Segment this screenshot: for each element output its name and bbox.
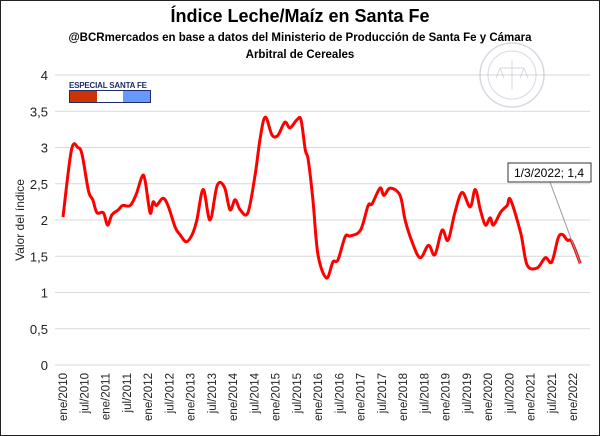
y-tick-label: 3,5: [30, 104, 48, 119]
x-tick-label: jul/2011: [122, 373, 134, 413]
annotation-label: 1/3/2022; 1,4: [514, 166, 584, 180]
y-tick-label: 4: [41, 68, 48, 83]
x-tick-label: jul/2018: [419, 373, 431, 414]
x-tick-label: ene/2018: [398, 373, 410, 421]
x-tick-label: ene/2015: [271, 373, 283, 421]
x-tick-label: jul/2020: [504, 373, 516, 414]
y-tick-label: 1: [41, 286, 48, 301]
badge-label: ESPECIAL SANTA FE: [69, 81, 151, 91]
x-tick-label: ene/2020: [483, 373, 495, 421]
x-tick-label: ene/2012: [143, 373, 155, 421]
x-tick-label: jul/2017: [377, 373, 389, 414]
x-tick-label: ene/2017: [356, 373, 368, 421]
especial-santa-fe-badge: ESPECIAL SANTA FE: [69, 81, 151, 103]
x-tick-label: jul/2014: [249, 372, 261, 414]
y-tick-label: 1,5: [30, 249, 48, 264]
chart-title: Índice Leche/Maíz en Santa Fe: [170, 6, 430, 26]
x-tick-label: jul/2015: [292, 373, 304, 414]
x-tick-label: ene/2013: [186, 373, 198, 421]
y-tick-label: 2,5: [30, 177, 48, 192]
x-tick-label: ene/2010: [58, 373, 70, 421]
chart-subtitle: @BCRmercados en base a datos del Ministe…: [0, 30, 600, 64]
watermark-seal: [479, 42, 545, 108]
x-tick-label: ene/2016: [313, 373, 325, 421]
x-tick-label: jul/2010: [79, 373, 91, 414]
x-tick-label: ene/2011: [101, 373, 113, 420]
series-line-indice-leche-maiz: [61, 115, 582, 280]
x-tick-label: jul/2012: [164, 373, 176, 414]
y-tick-label: 2: [41, 213, 48, 228]
annotation-box: [507, 162, 592, 183]
x-tick-label: ene/2014: [228, 372, 240, 421]
x-tick-label: ene/2022: [568, 373, 580, 421]
y-axis-label: Valor del índice: [13, 179, 27, 261]
badge-flag: [69, 91, 151, 103]
y-tick-label: 0: [41, 358, 48, 373]
annotation-leader-line: [549, 181, 581, 264]
x-tick-label: ene/2021: [526, 373, 538, 421]
x-tick-label: jul/2019: [462, 373, 474, 414]
badge-color-stripe: [70, 91, 97, 102]
x-tick-label: jul/2021: [547, 373, 559, 414]
badge-color-stripe: [96, 91, 124, 102]
x-tick-label: jul/2016: [334, 373, 346, 414]
badge-color-stripe: [123, 91, 151, 102]
x-tick-label: jul/2013: [207, 373, 219, 414]
subtitle-text: @BCRmercados en base a datos del Ministe…: [68, 32, 532, 61]
y-tick-label: 0,5: [30, 322, 48, 337]
x-tick-label: ene/2019: [441, 373, 453, 421]
y-tick-label: 3: [41, 141, 48, 156]
